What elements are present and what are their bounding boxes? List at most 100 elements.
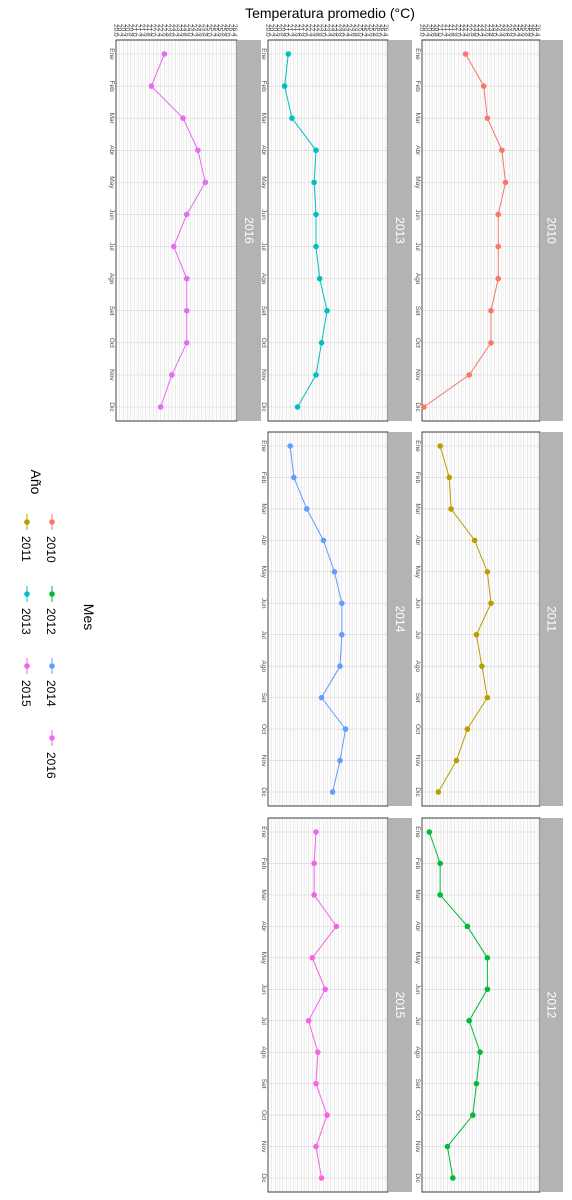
y-tick-label: 24.2 [342, 24, 349, 37]
y-tick-label: 20.4 [271, 24, 278, 37]
y-tick-label: 20.4 [425, 24, 432, 37]
x-tick-label: Jul [414, 631, 421, 640]
y-tick-label: 21.8 [297, 24, 304, 37]
x-tick-label: Jun [260, 209, 267, 220]
x-tick-label: Feb [260, 80, 267, 92]
facet-strip [388, 818, 412, 1192]
data-point [437, 860, 443, 867]
x-tick-label: Set [260, 306, 267, 316]
data-point [437, 892, 443, 898]
series-line-2013 [284, 53, 328, 408]
series-line-2010 [423, 53, 507, 408]
y-tick-label: 25.4 [213, 24, 220, 37]
facet-panel-2011: 2011 Ene Feb Mar Abr May Jun Jul Ago Set Oct Nov Dic [414, 431, 563, 807]
data-point [305, 1017, 312, 1024]
x-tick-label: Jun [260, 984, 267, 995]
facet-panel-2015: 2015 Ene Feb Mar Abr May Jun Jul Ago Set Oct Nov Dic [260, 817, 412, 1193]
data-point [495, 243, 502, 250]
data-point [169, 372, 175, 378]
x-tick-label: May [414, 176, 421, 189]
x-tick-label: Mar [260, 113, 267, 125]
y-tick-label: 20.0 [418, 24, 425, 37]
x-tick-label: Ene [260, 48, 267, 60]
data-point [495, 275, 502, 282]
y-tick-label: 23.6 [330, 24, 337, 37]
x-tick-label: Jul [260, 1017, 267, 1026]
y-tick-label: 24.4 [194, 24, 201, 37]
y-tick-label: 25.2 [512, 24, 519, 37]
y-tick-label: 25.6 [367, 24, 374, 37]
data-point [337, 757, 343, 764]
facet-strip-label: 2010 [545, 217, 559, 244]
y-tick-label: 20.0 [264, 24, 271, 37]
series-line-2015 [308, 831, 337, 1179]
x-tick-label: Mar [414, 113, 421, 125]
y-tick-label: 24.0 [186, 24, 193, 37]
facet-strip [540, 432, 563, 806]
data-point [488, 600, 494, 607]
series-line-2016 [150, 53, 206, 408]
x-tick-label: Abr [260, 921, 267, 932]
x-tick-label: Dic [414, 787, 421, 797]
data-point [333, 923, 340, 930]
y-tick-label: 20.0 [112, 24, 119, 37]
y-tick-label: 26.4 [231, 24, 238, 37]
y-tick-label: 25.8 [523, 24, 530, 37]
y-tick-label: 20.2 [268, 24, 275, 37]
facet-panel-2016: 2016 Ene Feb Mar Abr May Jun Jul Ago Set Oct Nov Dic… [108, 24, 261, 422]
x-tick-label: Set [414, 693, 421, 703]
y-tick-label: 21.4 [138, 24, 145, 37]
y-tick-label: 22.0 [301, 24, 308, 37]
y-tick-label: 24.6 [502, 24, 509, 37]
y-tick-label: 26.2 [378, 24, 385, 37]
x-tick-label: Dic [108, 402, 115, 412]
y-tick-label: 20.6 [123, 24, 130, 37]
x-tick-label: Nov [260, 1141, 267, 1153]
data-point [315, 1049, 321, 1055]
x-tick-label: Ago [108, 273, 115, 285]
data-point [466, 1017, 473, 1024]
data-point [291, 474, 297, 481]
facet-strip-label: 2015 [393, 992, 407, 1019]
legend-item-2016: 2016 [44, 730, 58, 779]
y-tick-label: 21.4 [290, 24, 297, 37]
x-tick-label: Oct [260, 338, 267, 348]
x-tick-label: Nov [260, 369, 267, 381]
x-tick-label: Ene [414, 826, 421, 838]
data-point [313, 243, 319, 250]
x-tick-label: Jul [414, 242, 421, 251]
data-point [421, 404, 427, 410]
data-point [183, 340, 190, 346]
data-point [309, 955, 316, 961]
data-point [313, 829, 319, 835]
x-tick-label: Ene [108, 48, 115, 60]
data-point [183, 211, 190, 218]
y-tick-label: 23.4 [175, 24, 182, 37]
x-tick-label: Nov [414, 1141, 421, 1153]
data-point [289, 115, 295, 121]
x-tick-label: Mar [414, 503, 421, 515]
data-point [450, 1175, 456, 1181]
legend-item-2014: 2014 [44, 658, 58, 707]
data-point [488, 340, 494, 346]
data-point [148, 83, 155, 89]
data-point [183, 275, 190, 282]
x-tick-label: Set [260, 693, 267, 703]
x-tick-label: Ago [260, 1046, 267, 1058]
y-tick-label: 21.0 [282, 24, 289, 37]
x-tick-label: Abr [414, 921, 421, 932]
legend-key-point [24, 663, 30, 669]
facet-panel-2013: 2013 Ene Feb Mar Abr May Jun Jul Ago Set Oct Nov Dic… [260, 24, 412, 422]
y-tick-label: 22.4 [462, 24, 469, 37]
legend-key-point [49, 663, 55, 669]
y-tick-label: 23.6 [483, 24, 490, 37]
data-point [303, 506, 310, 512]
data-point [473, 631, 480, 638]
data-point [311, 892, 317, 898]
y-tick-label: 24.4 [345, 24, 352, 37]
y-axis-title: Temperatura promedio (°C) [245, 5, 415, 21]
legend-item-2010: 2010 [44, 514, 58, 563]
legend-label: 2013 [19, 608, 33, 635]
y-tick-label: 26.4 [534, 24, 541, 37]
y-tick-label: 24.0 [338, 24, 345, 37]
